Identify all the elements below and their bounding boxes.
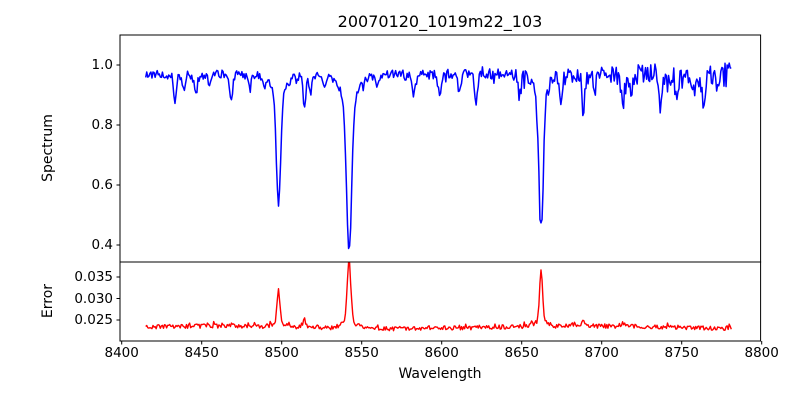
y-tick-label-error: 0.030 [74, 290, 113, 307]
x-tick-label: 8700 [584, 345, 619, 361]
y-tick-label-spectrum: 0.8 [91, 117, 113, 133]
x-tick-label: 8750 [664, 345, 699, 361]
x-tick-label: 8500 [264, 345, 299, 361]
y-tick-label-error: 0.035 [74, 269, 113, 285]
error-panel-frame [119, 261, 762, 342]
x-tick-label: 8600 [424, 345, 459, 361]
x-tick-label: 8400 [104, 345, 139, 361]
x-tick-label: 8550 [344, 345, 379, 361]
x-axis-label: Wavelength [398, 366, 482, 382]
y-tick-label-spectrum: 0.6 [91, 177, 113, 193]
spectrum-line [144, 62, 732, 250]
y-tick-label-spectrum: 0.4 [91, 237, 113, 253]
error-line [145, 262, 732, 332]
y-axis-label-error: Error [40, 283, 56, 319]
y-tick-label-error: 0.025 [74, 312, 113, 328]
x-tick-label: 8650 [504, 345, 539, 361]
spectrum-panel-frame [119, 34, 762, 263]
y-tick-label-spectrum: 1.0 [91, 57, 113, 73]
x-tick-label: 8800 [744, 345, 779, 361]
y-axis-label-spectrum: Spectrum [40, 114, 56, 182]
x-tick-label: 8450 [184, 345, 219, 361]
chart-title: 20070120_1019m22_103 [337, 12, 543, 31]
